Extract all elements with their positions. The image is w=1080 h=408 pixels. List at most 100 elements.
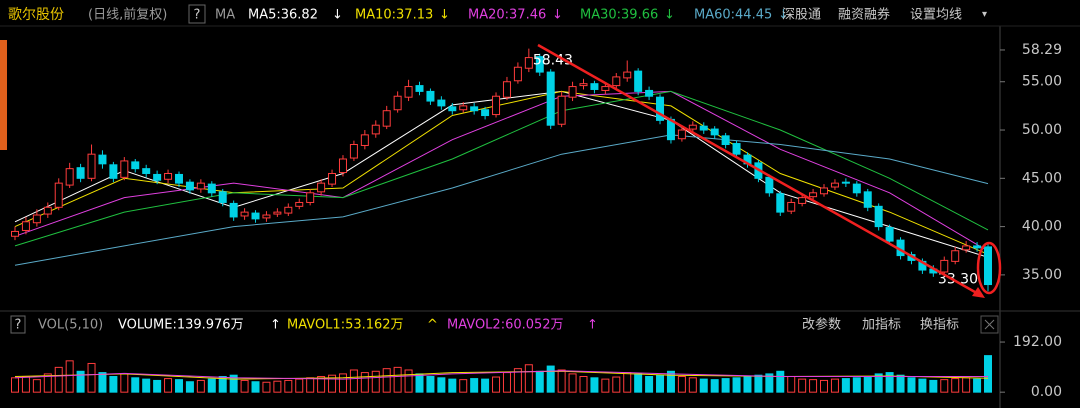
candle-body	[645, 89, 654, 97]
vol-legend-entry: MAVOL2:60.052万	[447, 318, 564, 333]
legend-trend: ↓	[332, 8, 343, 23]
volume-bar	[393, 366, 402, 393]
candle-body	[568, 86, 577, 98]
button[interactable]: 换指标	[920, 318, 959, 333]
candle-body	[185, 181, 194, 191]
ma-line	[14, 370, 988, 380]
legend-entry: MA5:36.82	[248, 8, 318, 23]
volume-bar	[830, 378, 839, 393]
legend-trend: ↓	[439, 8, 450, 23]
volume-bar	[579, 376, 588, 393]
volume-bar	[743, 376, 752, 393]
candle-body	[984, 246, 992, 286]
candle-body	[54, 182, 63, 208]
candle-body	[131, 161, 140, 170]
candle-body	[579, 83, 588, 87]
candle-body	[426, 90, 435, 102]
link[interactable]: 设置均线	[910, 8, 962, 23]
candle-body	[787, 201, 796, 212]
candle-body	[338, 158, 347, 174]
volume-bar	[174, 379, 183, 393]
candle-body	[634, 70, 643, 92]
ma-line	[14, 134, 989, 266]
candle-body	[218, 191, 227, 203]
y-tick-label: 55.00	[1022, 74, 1062, 90]
help-box[interactable]	[10, 315, 26, 334]
candle-body	[885, 227, 894, 242]
volume-bar	[863, 376, 872, 393]
volume-bar	[21, 376, 30, 393]
volume-bar	[153, 379, 162, 393]
candle-body	[973, 245, 982, 249]
candle-body	[142, 168, 151, 174]
volume-bar	[666, 370, 675, 393]
link[interactable]: 融资融券	[838, 7, 890, 23]
help[interactable]: ?	[194, 8, 201, 23]
volume-bar	[349, 369, 358, 393]
vol-legend-entry: MAVOL1:53.162万	[287, 318, 404, 333]
y-tick-label: 58.29	[1022, 42, 1062, 58]
help-box[interactable]	[188, 4, 206, 24]
candle-body	[295, 201, 304, 207]
close-box[interactable]	[980, 315, 999, 334]
candle-body	[65, 168, 74, 186]
button[interactable]: 加指标	[862, 318, 901, 333]
volume-bar	[765, 373, 774, 393]
volume-bar	[754, 374, 763, 393]
volume-bar	[557, 369, 566, 393]
candle-body	[776, 193, 785, 213]
volume-bar	[634, 373, 643, 393]
legend-entry: MA20:37.46	[468, 8, 546, 23]
plot: 35.00 40.00 45.00 50.00 55.00 58.29 192.00 0.00…	[11, 42, 1062, 400]
volume-bar	[371, 370, 380, 393]
volume-bar	[120, 373, 129, 393]
volume-bar	[43, 373, 52, 393]
volume-bar	[218, 376, 227, 393]
button[interactable]: 改参数	[802, 317, 841, 333]
volume-bar	[98, 372, 107, 393]
volume-bar	[306, 377, 315, 393]
candle-body	[481, 109, 490, 117]
volume-bar	[109, 376, 118, 393]
volume-bar	[317, 376, 326, 393]
link[interactable]: 深股通	[782, 8, 821, 23]
candle-body	[174, 173, 183, 184]
volume-bar	[820, 379, 829, 393]
vol-legend-trend: ^	[427, 318, 438, 333]
ma-line	[14, 90, 989, 247]
candle-body	[371, 124, 380, 135]
help[interactable]: ?	[15, 318, 22, 333]
candle-body	[699, 125, 708, 131]
volume-bar	[131, 377, 140, 393]
candle-body	[951, 250, 960, 262]
volume-bar	[852, 377, 861, 393]
volume-bar	[645, 376, 654, 393]
candle-body	[153, 173, 162, 181]
candle-body	[710, 128, 719, 136]
vol-legend-trend: ↑	[587, 318, 598, 333]
ma-legend: MA5:36.82 ↓ MA10:37.13 ↓ MA20:37.46 ↓ MA30:39.…	[248, 8, 789, 333]
candle-body	[448, 106, 457, 112]
candle-body	[601, 86, 610, 91]
volume-bar	[404, 369, 413, 393]
candle-body	[43, 206, 52, 215]
volume-bar	[251, 381, 260, 393]
candle-body	[251, 212, 260, 220]
candle-body	[98, 154, 107, 165]
menu-caret[interactable]: ▾	[982, 9, 987, 20]
legend-trend: ↓	[664, 8, 675, 23]
volume-bar	[940, 379, 949, 393]
close-icon[interactable]	[984, 319, 995, 330]
volume-bar	[787, 376, 796, 393]
volume-bar	[437, 377, 446, 393]
legend-entry: MA10:37.13	[355, 8, 433, 23]
candle-body	[32, 214, 41, 224]
candle-body	[382, 110, 391, 127]
y-tick-label: 35.00	[1022, 267, 1062, 283]
period: (日线,前复权)	[88, 7, 167, 23]
volume-bar	[229, 374, 238, 393]
trend-arrow	[972, 287, 985, 298]
stock-name[interactable]: 歌尔股份	[8, 7, 64, 23]
volume-bar	[273, 380, 282, 393]
